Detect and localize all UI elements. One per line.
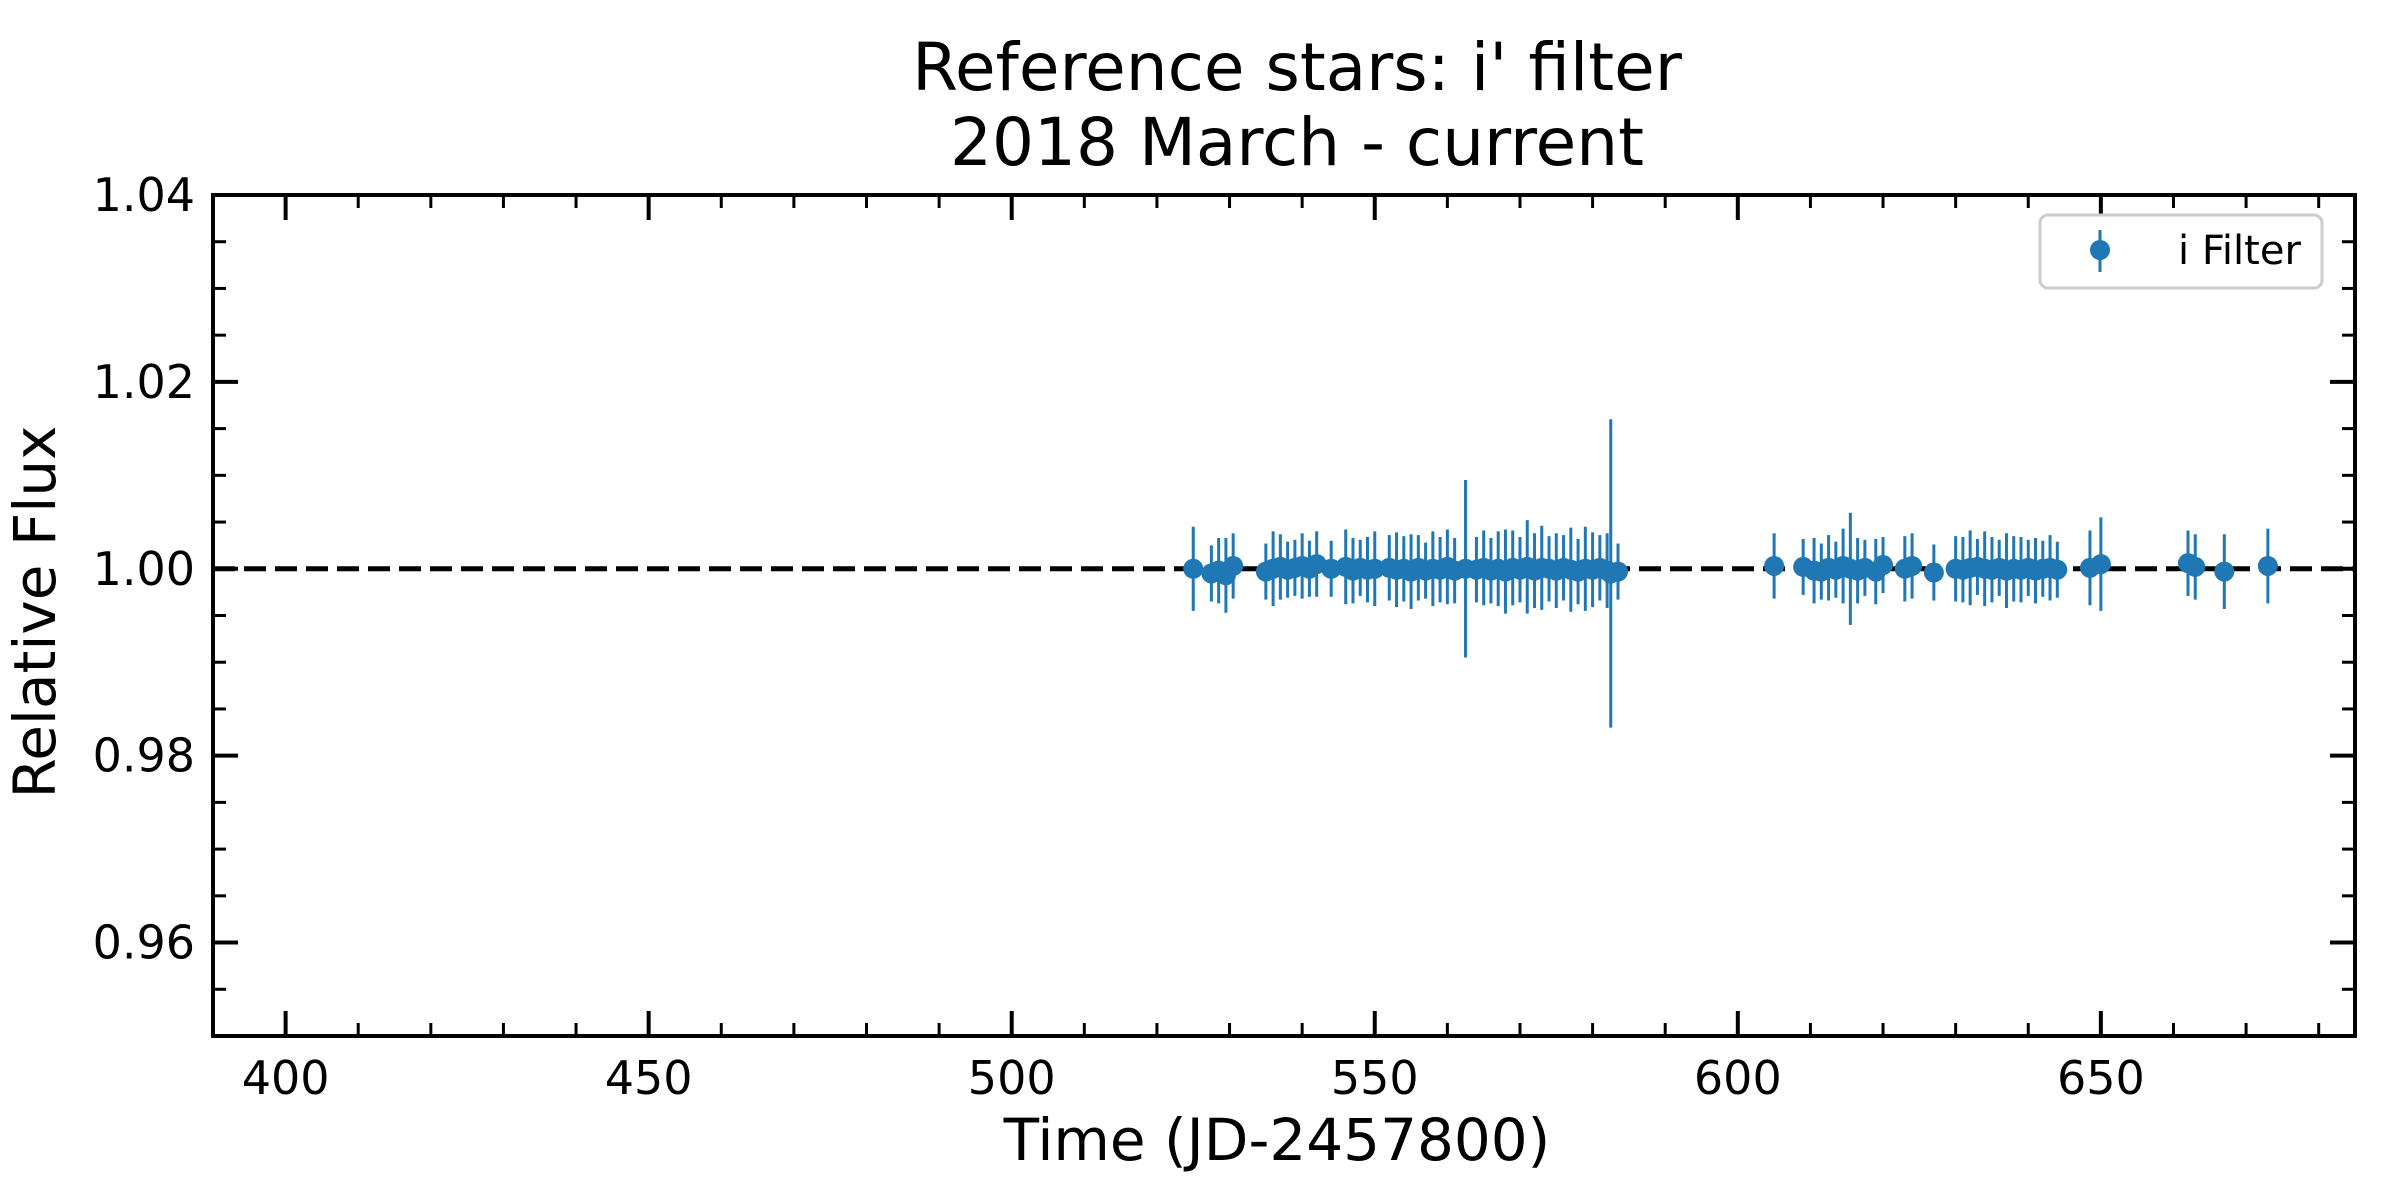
data-point [2214, 561, 2235, 582]
legend: i Filter [2038, 213, 2324, 290]
x-tick-label: 600 [1694, 1051, 1782, 1105]
data-point [1608, 561, 1629, 582]
data-point [1321, 558, 1342, 579]
x-tick-label: 650 [2057, 1051, 2145, 1105]
x-tick-label: 500 [968, 1051, 1056, 1105]
y-axis-label: Relative Flux [1, 426, 69, 799]
y-tick-label: 1.00 [93, 542, 195, 596]
data-point [2090, 554, 2111, 575]
data-point [1873, 555, 1894, 576]
data-point [1764, 555, 1785, 576]
x-tick-label: 550 [1331, 1051, 1419, 1105]
chart-title: Reference stars: i' filter [912, 29, 1683, 106]
y-tick-label: 0.98 [93, 729, 195, 783]
data-point [1923, 562, 1944, 583]
axes-frame [211, 193, 2357, 1038]
x-tick-label: 400 [242, 1051, 330, 1105]
chart-subtitle: 2018 March - current [950, 104, 1644, 181]
x-tick-label: 450 [605, 1051, 693, 1105]
data-point [2047, 559, 2068, 580]
y-tick-label: 1.02 [93, 355, 195, 409]
y-tick-label: 1.04 [93, 168, 195, 222]
data-point [2185, 556, 2206, 577]
data-point [1902, 555, 1923, 576]
data-point [1223, 555, 1244, 576]
x-axis-label: Time (JD-2457800) [1003, 1106, 1551, 1174]
data-point [1364, 558, 1385, 579]
series-i-filter [1183, 419, 2278, 728]
plot-area: 400 450 500 550 600 650 0.96 0.98 1.00 1.02 1.04 [93, 168, 2357, 1105]
legend-entry-i-filter: i Filter [2178, 228, 2301, 274]
data-point [2257, 555, 2278, 576]
data-point [1183, 558, 1204, 579]
y-tick-label: 0.96 [93, 916, 195, 970]
legend-box [2038, 213, 2324, 290]
legend-marker-icon [2090, 240, 2110, 260]
